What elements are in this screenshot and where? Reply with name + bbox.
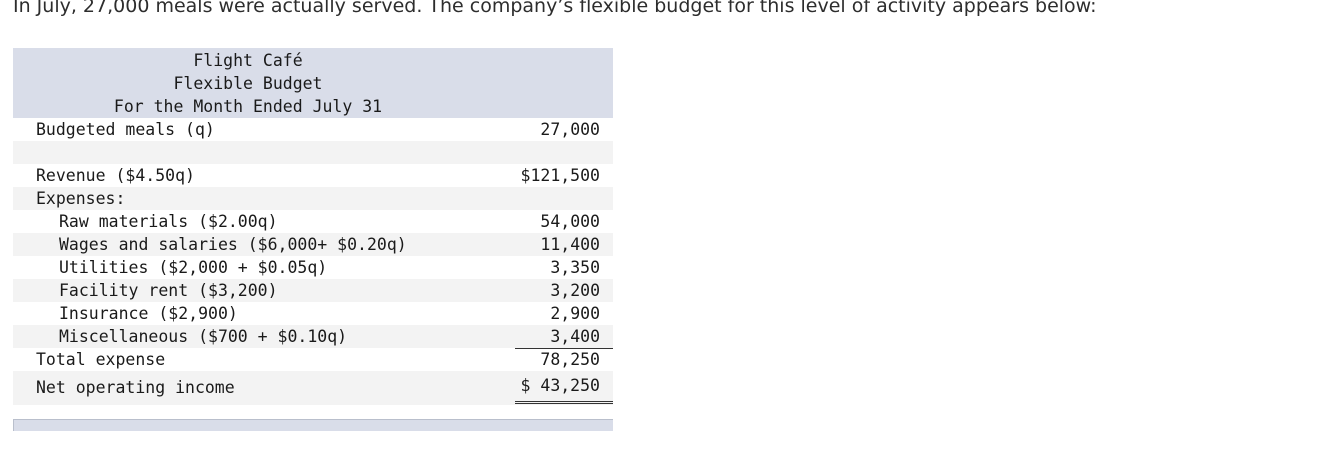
row-utilities: Utilities ($2,000 + $0.05q) 3,350 xyxy=(13,256,613,279)
revenue-label: Revenue ($4.50q) xyxy=(36,166,195,185)
net-operating-income-value: $ 43,250 xyxy=(515,371,613,404)
wages-value: 11,400 xyxy=(540,235,600,254)
facility-rent-value: 3,200 xyxy=(550,281,600,300)
wages-label: Wages and salaries ($6,000+ $0.20q) xyxy=(59,235,407,254)
budgeted-meals-label: Budgeted meals (q) xyxy=(36,120,215,139)
row-budgeted-meals: Budgeted meals (q) 27,000 xyxy=(13,118,613,141)
utilities-value: 3,350 xyxy=(550,258,600,277)
row-spacer xyxy=(13,141,613,164)
raw-materials-value: 54,000 xyxy=(540,212,600,231)
table-footer-bar xyxy=(13,419,613,431)
row-net-operating-income: Net operating income $ 43,250 xyxy=(13,371,613,405)
intro-text: In July, 27,000 meals were actually serv… xyxy=(13,0,1097,17)
utilities-label: Utilities ($2,000 + $0.05q) xyxy=(59,258,328,277)
row-raw-materials: Raw materials ($2.00q) 54,000 xyxy=(13,210,613,233)
facility-rent-label: Facility rent ($3,200) xyxy=(59,281,278,300)
insurance-value: 2,900 xyxy=(550,304,600,323)
flexible-budget-table: Flight Café Flexible Budget For the Mont… xyxy=(13,48,613,405)
row-facility-rent: Facility rent ($3,200) 3,200 xyxy=(13,279,613,302)
company-name: Flight Café xyxy=(193,51,303,70)
row-insurance: Insurance ($2,900) 2,900 xyxy=(13,302,613,325)
revenue-value: $121,500 xyxy=(515,164,613,188)
row-total-expense: Total expense 78,250 xyxy=(13,348,613,372)
raw-materials-label: Raw materials ($2.00q) xyxy=(59,212,278,231)
budget-period: For the Month Ended July 31 xyxy=(113,97,383,116)
row-wages: Wages and salaries ($6,000+ $0.20q) 11,4… xyxy=(13,233,613,256)
row-miscellaneous: Miscellaneous ($700 + $0.10q) 3,400 xyxy=(13,325,613,349)
budget-header: Flight Café Flexible Budget For the Mont… xyxy=(13,48,613,118)
expenses-heading: Expenses: xyxy=(36,189,126,208)
budget-title: Flexible Budget xyxy=(173,74,323,93)
total-expense-value: 78,250 xyxy=(515,348,613,372)
insurance-label: Insurance ($2,900) xyxy=(59,304,238,323)
budgeted-meals-value: 27,000 xyxy=(540,120,600,139)
net-operating-income-label: Net operating income xyxy=(36,378,235,397)
row-revenue: Revenue ($4.50q) $121,500 xyxy=(13,164,613,188)
total-expense-label: Total expense xyxy=(36,350,166,369)
miscellaneous-value: 3,400 xyxy=(515,325,613,349)
miscellaneous-label: Miscellaneous ($700 + $0.10q) xyxy=(59,327,348,346)
row-expenses-heading: Expenses: xyxy=(13,187,613,210)
